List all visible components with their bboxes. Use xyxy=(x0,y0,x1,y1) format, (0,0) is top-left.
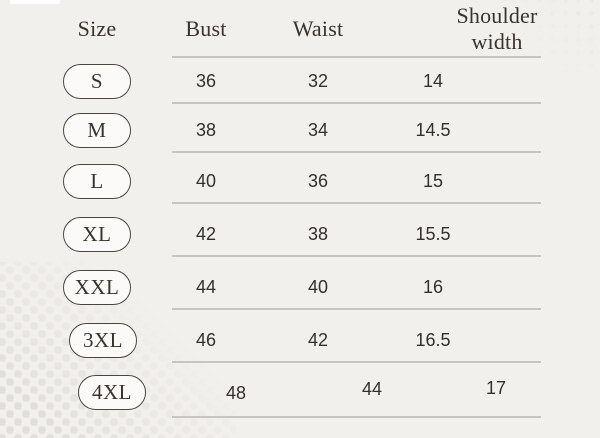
table-header-row: Size Bust Waist Shoulder width xyxy=(0,0,600,58)
table-row-xxl: XXL 44 40 16 xyxy=(0,257,600,310)
column-header-bust-label: Bust xyxy=(185,16,227,41)
waist-value: 42 xyxy=(307,329,329,350)
corner-artifact xyxy=(10,0,60,4)
bust-value: 44 xyxy=(195,277,217,297)
column-header-waist-label: Waist xyxy=(292,16,344,41)
bust-cell: 48 xyxy=(146,363,266,418)
waist-value: 34 xyxy=(307,119,329,140)
size-cell: 3XL xyxy=(36,310,158,363)
bust-cell: 42 xyxy=(146,204,266,257)
bust-cell: 38 xyxy=(146,104,266,153)
size-cell: M xyxy=(36,104,158,153)
bust-cell: 36 xyxy=(146,58,266,104)
size-badge: 3XL xyxy=(69,322,137,358)
shoulder-value: 17 xyxy=(485,378,507,398)
size-cell: S xyxy=(36,58,158,104)
column-header-waist: Waist xyxy=(258,0,378,58)
shoulder-cell: 16.5 xyxy=(373,310,493,363)
row-divider xyxy=(172,102,541,104)
shoulder-value: 16 xyxy=(422,277,444,297)
waist-cell: 40 xyxy=(258,257,378,310)
size-cell: L xyxy=(36,153,158,204)
table-row-s: S 36 32 14 xyxy=(0,58,600,104)
bust-cell: 46 xyxy=(146,310,266,363)
size-badge: XL xyxy=(63,217,131,252)
size-cell: 4XL xyxy=(36,363,158,418)
waist-value: 44 xyxy=(361,379,383,399)
size-cell: XXL xyxy=(36,257,158,310)
row-divider xyxy=(172,308,541,310)
size-badge: 4XL xyxy=(78,375,146,410)
bust-value: 36 xyxy=(195,70,217,91)
column-header-size-label: Size xyxy=(77,16,117,41)
header-divider xyxy=(172,56,541,58)
waist-cell: 36 xyxy=(258,153,378,204)
shoulder-cell: 15 xyxy=(373,153,493,204)
table-row-l: L 40 36 15 xyxy=(0,153,600,204)
shoulder-value: 14 xyxy=(422,70,444,91)
shoulder-value: 15 xyxy=(422,171,444,191)
size-badge: L xyxy=(63,164,131,199)
size-badge-label: 3XL xyxy=(83,327,123,352)
bust-cell: 40 xyxy=(146,153,266,204)
size-badge-label: S xyxy=(90,68,104,93)
column-header-shoulder-width: Shoulder width xyxy=(373,0,537,58)
shoulder-cell: 14 xyxy=(373,58,493,104)
size-badge: M xyxy=(63,112,131,148)
row-divider xyxy=(172,361,541,363)
shoulder-value: 14.5 xyxy=(415,119,451,140)
table-row-4xl: 4XL 48 44 17 xyxy=(0,363,600,418)
waist-cell: 38 xyxy=(258,204,378,257)
shoulder-value: 15.5 xyxy=(415,224,451,244)
bust-value: 42 xyxy=(195,224,217,244)
waist-cell: 42 xyxy=(258,310,378,363)
size-badge-label: XL xyxy=(82,222,112,246)
bust-value: 38 xyxy=(195,119,217,140)
waist-cell: 44 xyxy=(258,363,382,418)
table-row-xl: XL 42 38 15.5 xyxy=(0,204,600,257)
row-divider xyxy=(172,255,541,257)
size-badge-label: M xyxy=(87,117,107,142)
bust-cell: 44 xyxy=(146,257,266,310)
size-badge-label: XXL xyxy=(74,275,120,299)
size-cell: XL xyxy=(36,204,158,257)
waist-cell: 32 xyxy=(258,58,378,104)
shoulder-cell: 15.5 xyxy=(373,204,493,257)
shoulder-value: 16.5 xyxy=(415,329,451,350)
table-row-3xl: 3XL 46 42 16.5 xyxy=(0,310,600,363)
column-header-bust: Bust xyxy=(146,0,266,58)
shoulder-cell: 14.5 xyxy=(373,104,493,153)
row-divider xyxy=(172,151,541,153)
column-header-size: Size xyxy=(36,0,158,58)
bust-value: 40 xyxy=(195,171,217,191)
row-divider xyxy=(172,416,541,418)
size-badge-label: 4XL xyxy=(92,380,132,404)
column-header-shoulder-width-label: Shoulder width xyxy=(456,3,538,54)
row-divider xyxy=(172,202,541,204)
waist-value: 38 xyxy=(307,224,329,244)
halftone-pattern-top-right xyxy=(478,0,600,67)
waist-value: 40 xyxy=(307,277,329,297)
shoulder-cell: 17 xyxy=(373,363,506,418)
size-badge: XXL xyxy=(63,270,131,305)
waist-value: 36 xyxy=(307,171,329,191)
size-badge-label: L xyxy=(90,169,104,193)
waist-value: 32 xyxy=(307,70,329,91)
bust-value: 48 xyxy=(225,383,247,403)
size-badge: S xyxy=(63,63,131,99)
waist-cell: 34 xyxy=(258,104,378,153)
shoulder-cell: 16 xyxy=(373,257,493,310)
table-row-m: M 38 34 14.5 xyxy=(0,104,600,153)
bust-value: 46 xyxy=(195,329,217,350)
